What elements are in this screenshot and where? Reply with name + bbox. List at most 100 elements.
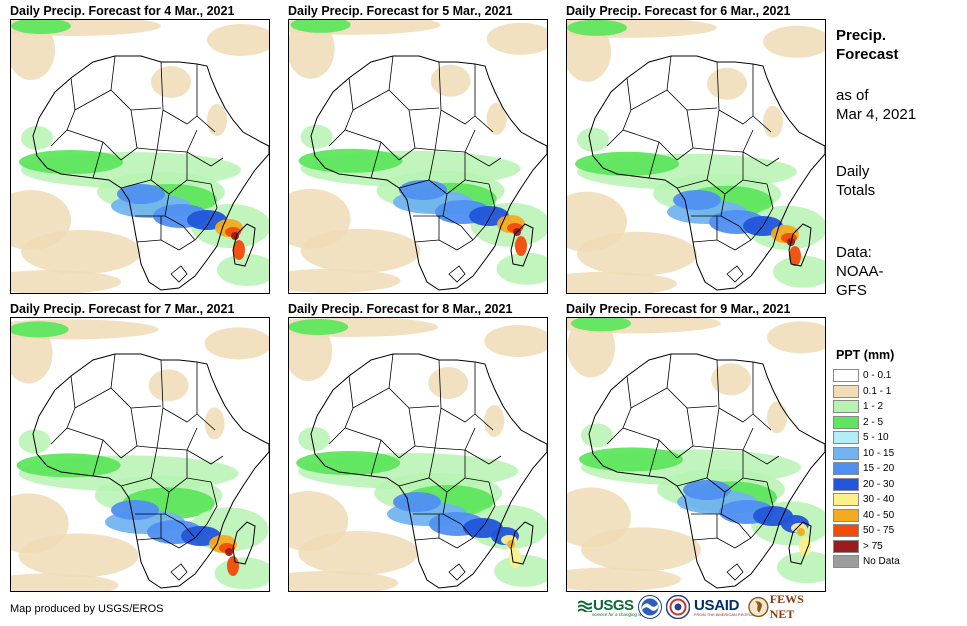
precip-cell [11, 20, 71, 34]
madagascar-outline [232, 223, 256, 267]
country-border [206, 183, 218, 227]
usaid-text: USAID [694, 597, 740, 614]
precip-cell [579, 447, 683, 472]
legend: 0 - 0.1 0.1 - 1 1 - 2 2 - 5 5 - 10 10 - … [833, 368, 923, 570]
legend-label: 15 - 20 [863, 463, 895, 474]
country-border [738, 523, 752, 539]
map-panel-6: Daily Precip. Forecast for 9 Mar., 2021 [566, 302, 826, 592]
precip-cell [16, 453, 121, 478]
country-border [464, 151, 502, 167]
country-border [666, 353, 718, 409]
precip-cell [767, 401, 787, 434]
country-border [460, 225, 474, 241]
precip-map [11, 20, 269, 293]
legend-label: 30 - 40 [863, 494, 895, 505]
usaid-tagline: FROM THE AMERICAN PEOPLE [694, 612, 754, 617]
country-border [136, 407, 164, 449]
madagascar-outline [510, 223, 534, 267]
totals-line-1: Daily [836, 163, 870, 180]
country-border [442, 491, 448, 515]
country-border [170, 563, 188, 581]
precip-cell [289, 321, 333, 381]
legend-item: 50 - 75 [833, 523, 923, 539]
precip-map [567, 20, 825, 293]
country-border [630, 387, 668, 409]
legend-item: 2 - 5 [833, 415, 923, 431]
precip-cell [673, 190, 721, 210]
country-border [414, 407, 442, 449]
legend-swatch [833, 493, 859, 506]
precip-layer [289, 318, 547, 591]
country-border [718, 407, 754, 423]
country-border [716, 61, 720, 111]
country-border [370, 439, 382, 477]
country-border [712, 129, 754, 153]
legend-swatch [833, 431, 859, 444]
madagascar-outline [232, 521, 256, 565]
precip-cell [711, 363, 751, 396]
precip-map [11, 319, 269, 591]
country-border [182, 523, 196, 539]
panel-title: Daily Precip. Forecast for 5 Mar., 2021 [288, 4, 513, 18]
precip-cell [290, 20, 351, 33]
precip-cell [296, 451, 401, 475]
country-border [120, 407, 138, 459]
country-border [388, 55, 440, 111]
map-panel-1: Daily Precip. Forecast for 4 Mar., 2021 [10, 4, 270, 294]
country-borders [606, 353, 780, 581]
precip-cell [207, 24, 269, 56]
country-border [74, 387, 112, 409]
fewsnet-text: FEWS NET [769, 592, 804, 621]
precip-cell [799, 536, 811, 556]
totals-note: Daily Totals [836, 162, 875, 200]
precip-map [289, 318, 547, 591]
country-border [606, 375, 632, 445]
precip-cell [393, 492, 441, 512]
precip-cell [486, 22, 547, 55]
precip-layer [11, 319, 269, 591]
legend-item: 1 - 2 [833, 399, 923, 415]
legend-swatch [833, 369, 859, 382]
usgs-tagline: science for a changing world [592, 612, 650, 617]
map-panel-3: Daily Precip. Forecast for 6 Mar., 2021 [566, 4, 826, 294]
legend-label: 0.1 - 1 [863, 385, 892, 397]
precip-cell [494, 555, 547, 587]
precip-cell [468, 505, 547, 549]
precip-cell [300, 124, 333, 149]
country-border [160, 359, 164, 409]
legend-swatch [833, 462, 859, 475]
madagascar-outline [788, 521, 812, 565]
country-border [630, 89, 668, 111]
country-border [328, 375, 354, 445]
as-of-value: Mar 4, 2021 [836, 106, 917, 123]
noaa-seal-icon [638, 595, 662, 619]
country-border [388, 353, 440, 409]
legend-item: 0 - 0.1 [833, 368, 923, 384]
country-border [160, 61, 164, 111]
country-border [712, 427, 754, 451]
country-border [720, 193, 726, 217]
country-border [706, 447, 714, 479]
legend-item: 20 - 30 [833, 477, 923, 493]
precip-cell [11, 20, 55, 80]
country-border [484, 481, 496, 525]
country-border [448, 265, 466, 283]
country-borders [328, 353, 502, 581]
country-border [726, 265, 744, 283]
country-border [428, 447, 436, 479]
country-border [110, 55, 162, 111]
country-border [742, 449, 780, 465]
precip-cell [763, 25, 825, 58]
country-border [484, 183, 496, 227]
precip-cell [577, 127, 609, 152]
madagascar-outline [510, 521, 534, 565]
country-border [742, 151, 780, 167]
country-border [206, 481, 218, 525]
country-border [156, 427, 198, 451]
legend-swatch [833, 384, 859, 398]
precip-cell [19, 150, 123, 174]
panel-title: Daily Precip. Forecast for 8 Mar., 2021 [288, 302, 513, 316]
country-borders [606, 55, 780, 283]
data-source: Data: NOAA- GFS [836, 243, 884, 300]
africa-coastline [32, 55, 269, 291]
